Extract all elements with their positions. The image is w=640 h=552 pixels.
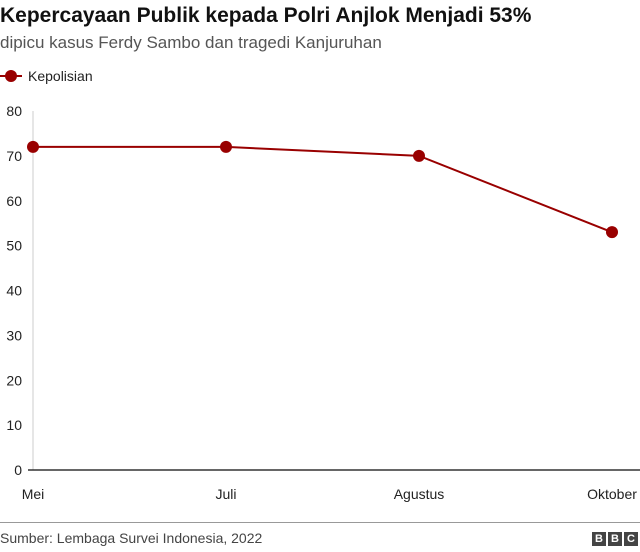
y-tick-label: 20 [6,372,22,388]
chart-subtitle: dipicu kasus Ferdy Sambo dan tragedi Kan… [0,33,382,52]
logo-letter: B [592,532,606,546]
y-tick-label: 10 [6,417,22,433]
y-tick-label: 50 [6,238,22,254]
x-tick-label: Juli [215,486,236,502]
y-tick-label: 70 [6,148,22,164]
y-tick-label: 80 [6,103,22,119]
x-tick-label: Mei [22,486,45,502]
data-point [220,140,232,153]
logo-letter: C [624,532,638,546]
logo-letter: B [608,532,622,546]
legend-marker-icon [0,70,22,82]
source-note: Sumber: Lembaga Survei Indonesia, 2022 [0,530,263,546]
y-tick-label: 0 [14,462,22,478]
y-tick-label: 40 [6,283,22,299]
y-tick-label: 30 [6,327,22,343]
footer-divider [0,522,640,523]
line-chart: 0 10 20 30 40 50 60 70 80 Mei Juli Agustus Oktober [6,103,640,502]
data-point [606,226,618,239]
x-tick-label: Agustus [394,486,445,502]
data-point [27,140,39,153]
y-tick-label: 60 [6,193,22,209]
legend-label: Kepolisian [28,68,93,84]
x-tick-label: Oktober [587,486,637,502]
chart-title: Kepercayaan Publik kepada Polri Anjlok M… [0,4,532,27]
series-line [33,145,613,234]
data-point [413,149,425,162]
legend: Kepolisian [0,68,93,84]
